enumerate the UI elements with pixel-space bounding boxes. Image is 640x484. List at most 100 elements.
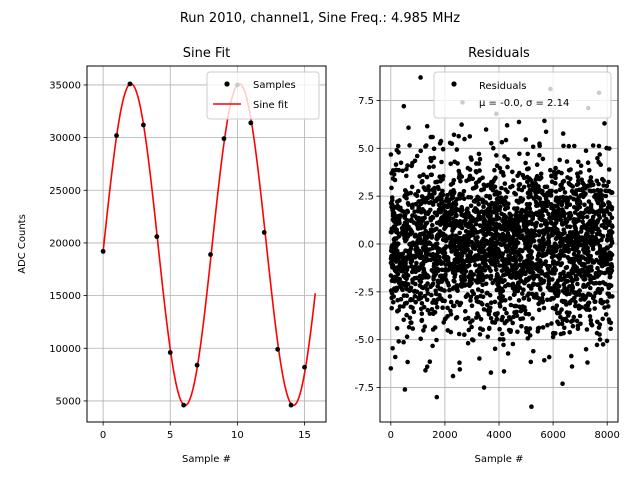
residual-point: [443, 198, 449, 203]
residual-point: [473, 221, 479, 227]
residual-point: [405, 265, 410, 270]
residual-point: [388, 260, 394, 266]
residual-point: [568, 230, 574, 236]
residual-point: [588, 285, 593, 291]
residual-point: [549, 179, 555, 184]
residual-point: [471, 244, 477, 249]
residual-point: [459, 174, 465, 179]
residual-point: [539, 209, 545, 215]
residual-point: [548, 250, 553, 255]
residuals-ytick-label: -2.5: [354, 287, 374, 298]
residual-point: [404, 220, 410, 225]
residual-point: [454, 315, 460, 320]
residual-point: [440, 298, 445, 304]
residual-point: [591, 260, 597, 265]
residual-point: [518, 228, 524, 234]
residual-point: [607, 203, 613, 208]
residual-point: [530, 316, 535, 321]
residual-point: [580, 180, 586, 186]
residual-point: [502, 154, 507, 159]
residual-point: [590, 234, 595, 239]
residual-point: [604, 238, 610, 243]
residual-point: [400, 251, 406, 257]
residual-point: [493, 312, 499, 318]
residual-point: [395, 220, 401, 225]
residual-point: [553, 220, 559, 225]
residual-point: [526, 166, 531, 171]
residual-point: [466, 262, 472, 268]
residual-point: [442, 222, 448, 228]
sample-point: [208, 252, 213, 257]
residual-point: [447, 140, 453, 146]
residual-point: [458, 209, 464, 214]
residual-point: [389, 195, 395, 200]
residual-point: [432, 273, 437, 279]
residual-point: [418, 279, 424, 285]
residual-point: [580, 219, 585, 224]
residual-point: [501, 173, 506, 178]
residual-point: [422, 258, 428, 264]
residual-point: [434, 337, 439, 343]
residual-point: [406, 224, 411, 230]
residual-point: [422, 215, 428, 221]
residual-point: [445, 280, 451, 286]
residual-point: [549, 296, 555, 301]
residual-point: [431, 311, 436, 317]
residual-point: [564, 159, 570, 164]
residual-point: [451, 178, 457, 183]
residual-point: [460, 192, 465, 198]
residual-point: [495, 246, 501, 252]
residual-point: [477, 356, 482, 361]
residual-point: [422, 293, 428, 299]
residual-point: [553, 215, 559, 220]
residual-point: [585, 360, 590, 365]
residual-point: [416, 223, 422, 228]
residual-point: [558, 331, 564, 337]
residual-point: [540, 253, 545, 259]
residual-point: [404, 286, 410, 292]
residual-point: [502, 239, 507, 244]
residual-point: [475, 230, 481, 235]
residual-point: [561, 227, 566, 233]
residual-point: [571, 251, 577, 257]
residual-point: [549, 173, 554, 179]
residual-point: [573, 191, 579, 197]
residual-point: [415, 188, 421, 194]
residual-point: [471, 337, 476, 343]
residual-point: [438, 273, 444, 279]
residual-point: [475, 216, 480, 221]
residuals-ticks: 0 2000 4000 6000 8000 -7.5 -5.0 -2.5 0.0 2.5 5.0 7.…: [354, 96, 619, 441]
residual-point: [525, 151, 530, 157]
residual-point: [504, 266, 510, 271]
residual-point: [438, 222, 443, 227]
residual-point: [561, 253, 567, 258]
residual-point: [555, 310, 560, 316]
residual-point: [450, 246, 456, 251]
residual-point: [399, 287, 405, 292]
sample-point: [167, 350, 173, 355]
residual-point: [562, 248, 567, 253]
residual-point: [424, 287, 430, 292]
residual-point: [423, 228, 429, 234]
residual-point: [581, 284, 586, 290]
residual-point: [467, 173, 473, 179]
residual-point: [432, 199, 438, 204]
residual-point: [595, 241, 600, 246]
residual-point: [457, 230, 463, 236]
residual-point: [543, 208, 549, 214]
residual-point: [418, 336, 424, 342]
residual-point: [541, 280, 546, 285]
residual-point: [485, 302, 490, 308]
residual-point: [509, 225, 514, 231]
residual-point: [558, 235, 563, 240]
residual-point: [504, 318, 509, 324]
residual-point: [431, 164, 436, 169]
residual-point: [459, 280, 465, 286]
residual-point: [456, 240, 462, 245]
residual-point: [567, 291, 572, 297]
sample-point: [288, 402, 294, 408]
residual-point: [570, 266, 576, 271]
residual-point: [481, 204, 486, 210]
residual-point: [407, 315, 413, 321]
residual-point: [537, 285, 543, 291]
